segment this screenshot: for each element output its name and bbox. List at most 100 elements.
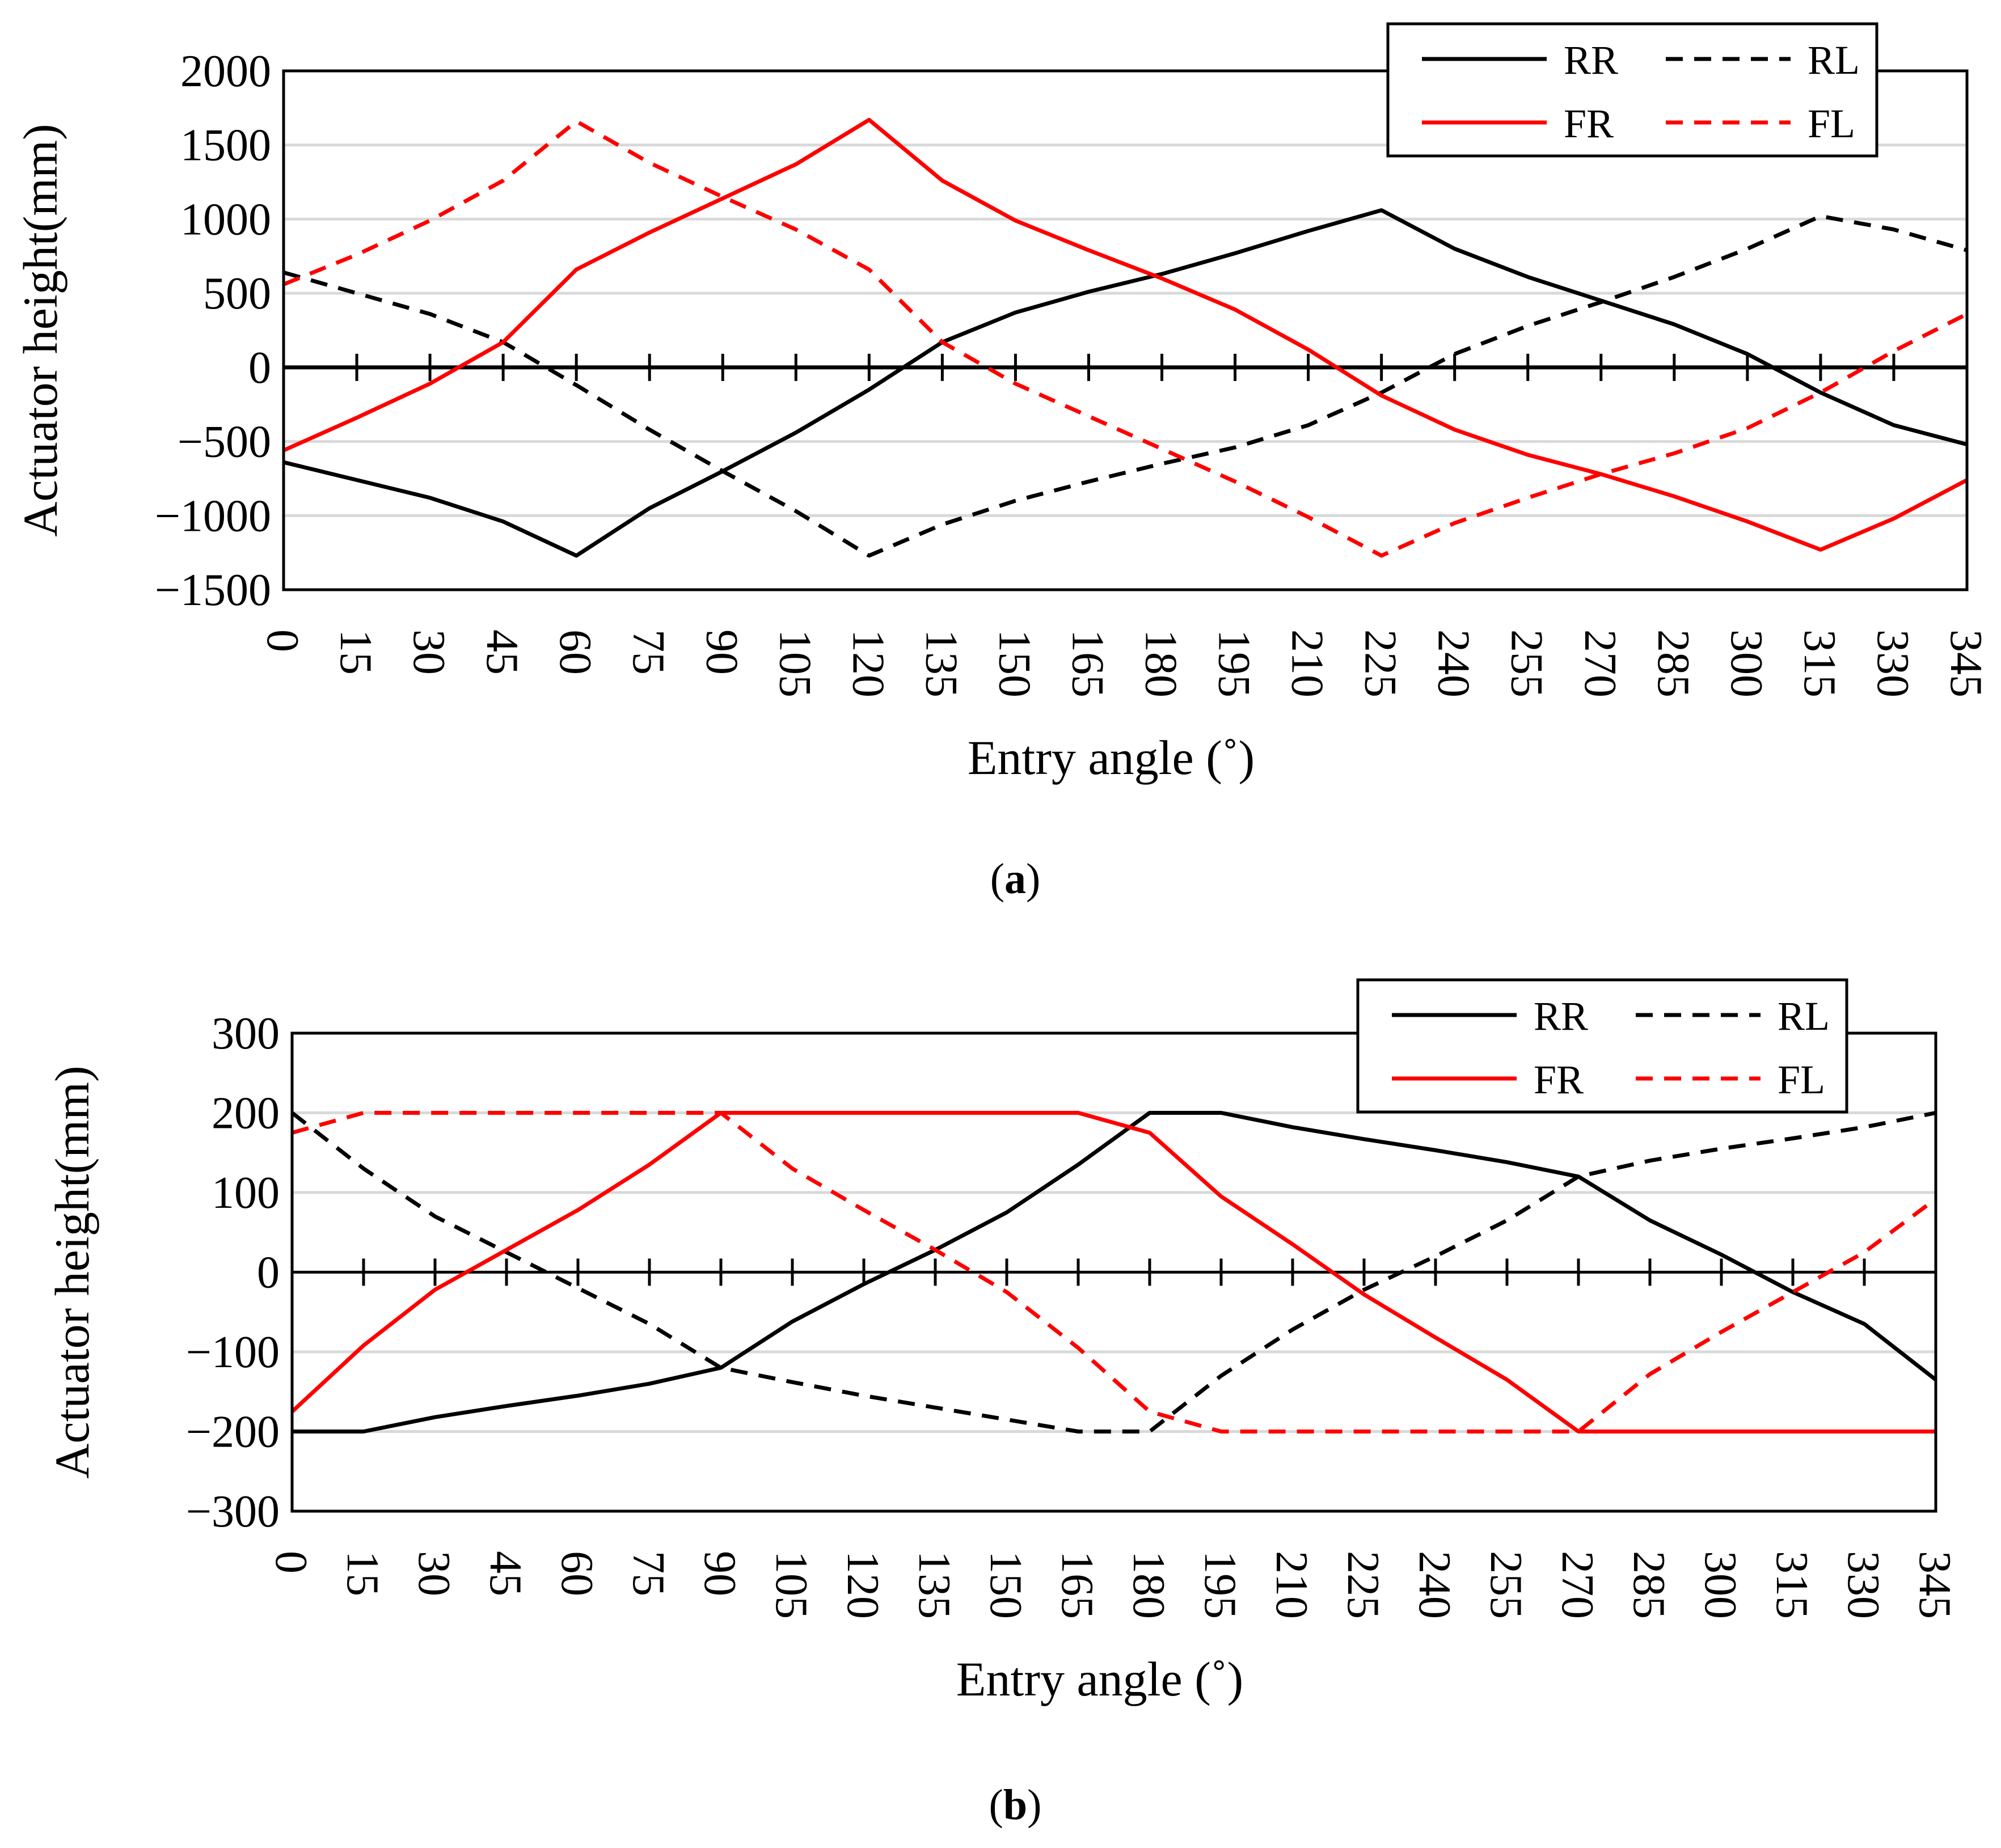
x-tick-label: 120	[838, 1551, 888, 1619]
legend-label-fr: FR	[1534, 1057, 1584, 1102]
legend-label-rl: RL	[1778, 993, 1830, 1039]
x-tick-label: 210	[1282, 629, 1332, 697]
y-tick-label: −1500	[155, 565, 271, 615]
x-tick-label: 195	[1195, 1551, 1245, 1619]
series-line-rl	[283, 214, 1968, 558]
y-tick-label: 200	[212, 1089, 280, 1139]
y-tick-label: 0	[257, 1248, 280, 1298]
legend-label-rl: RL	[1808, 37, 1860, 83]
y-tick-label: 300	[212, 1009, 280, 1059]
x-axis-title: Entry angle (˚)	[968, 730, 1255, 785]
x-tick-label: 90	[696, 629, 746, 675]
x-tick-label: 300	[1721, 629, 1771, 697]
y-tick-label: −300	[186, 1487, 280, 1537]
x-tick-label: 240	[1409, 1551, 1459, 1619]
x-tick-label: 75	[623, 1551, 673, 1596]
series-lines	[290, 1111, 1937, 1433]
legend-label-fl: FL	[1808, 101, 1855, 146]
legend-label-rr: RR	[1534, 993, 1588, 1039]
x-tick-label: 330	[1868, 629, 1918, 697]
x-tick-label: 180	[1136, 629, 1186, 697]
y-tick-label: 1500	[180, 121, 271, 171]
y-tick-labels: −1500 −1000 −500 0 500 1000 1500 2000	[155, 46, 271, 615]
chart-panel-b: −300 −200 −100 0 100 200 300 0 15 30 45 60 75 90 105 1…	[45, 978, 1960, 1829]
y-tick-label: 0	[248, 343, 271, 393]
x-tick-label: 315	[1795, 629, 1844, 697]
series-line-fl	[282, 119, 1968, 558]
y-tick-label: 1000	[180, 194, 271, 244]
x-tick-label: 195	[1209, 629, 1259, 697]
series-line-fr	[282, 117, 1968, 552]
x-tick-label: 345	[1941, 629, 1991, 697]
legend-box	[1356, 978, 1848, 1114]
series-line-rl	[290, 1111, 1936, 1433]
x-tick-label: 270	[1552, 1551, 1602, 1619]
x-tick-label: 255	[1502, 629, 1552, 697]
x-tick-label: 285	[1648, 629, 1698, 697]
plot-frame	[282, 69, 1969, 591]
x-tick-label: 0	[266, 1551, 316, 1574]
legend-box	[1386, 22, 1878, 158]
y-tick-labels: −300 −200 −100 0 100 200 300	[186, 1009, 280, 1537]
y-tick-label: −200	[186, 1407, 280, 1457]
y-axis-title: Actuator height(mm)	[13, 124, 67, 536]
legend-label-fr: FR	[1564, 101, 1614, 146]
panel-letter: a	[1004, 855, 1026, 903]
legend-label-rr: RR	[1564, 37, 1618, 83]
zero-axis	[282, 353, 1969, 381]
x-tick-label: 210	[1267, 1551, 1316, 1619]
series-line-rr	[283, 208, 1968, 558]
x-tick-label: 135	[909, 1551, 959, 1619]
x-tick-label: 270	[1575, 629, 1625, 697]
panel-letter: b	[1003, 1781, 1027, 1829]
legend: RR RL FR FL	[1386, 22, 1878, 158]
x-tick-label: 60	[552, 1551, 602, 1596]
x-tick-label: 150	[989, 629, 1039, 697]
x-tick-label: 165	[1062, 629, 1112, 697]
y-tick-label: 2000	[180, 46, 271, 96]
x-tick-label: 30	[404, 629, 454, 675]
legend: RR RL FR FL	[1356, 978, 1848, 1114]
x-tick-label: 105	[766, 1551, 816, 1619]
x-tick-label: 45	[477, 629, 527, 675]
x-tick-label: 225	[1338, 1551, 1388, 1619]
series-line-fr	[290, 1111, 1936, 1433]
series-line-rr	[292, 1111, 1937, 1433]
series-line-fl	[292, 1111, 1937, 1433]
x-tick-label: 240	[1429, 629, 1479, 697]
chart-panel-a: −1500 −1000 −500 0 500 1000 1500 2000 0 15 30 45 60…	[13, 22, 1991, 903]
y-tick-label: −100	[186, 1327, 280, 1377]
x-axis-title: Entry angle (˚)	[956, 1652, 1243, 1706]
plot-frame	[290, 1031, 1937, 1513]
x-tick-label: 60	[550, 629, 600, 675]
x-tick-label: 15	[337, 1551, 387, 1596]
zero-axis	[290, 1258, 1937, 1286]
gridlines	[284, 143, 1967, 517]
x-tick-label: 315	[1767, 1551, 1817, 1619]
y-axis-title: Actuator height(mm)	[45, 1065, 99, 1478]
legend-label-fl: FL	[1778, 1057, 1825, 1102]
panel-label: (a)	[990, 855, 1041, 903]
x-tick-labels: 0 15 30 45 60 75 90 105 120 135 150 165 180 195 210 225…	[266, 1551, 1960, 1619]
y-tick-label: 100	[212, 1168, 280, 1218]
x-tick-label: 285	[1624, 1551, 1674, 1619]
x-tick-label: 180	[1124, 1551, 1173, 1619]
x-tick-label: 330	[1838, 1551, 1888, 1619]
x-tick-label: 75	[623, 629, 673, 675]
x-tick-label: 0	[257, 629, 307, 652]
x-tick-label: 225	[1356, 629, 1405, 697]
y-tick-label: 500	[203, 269, 271, 319]
x-tick-label: 345	[1910, 1551, 1960, 1619]
x-tick-label: 90	[695, 1551, 745, 1596]
y-tick-label: −1000	[155, 491, 271, 541]
x-tick-label: 300	[1695, 1551, 1745, 1619]
series-lines	[282, 117, 1968, 558]
x-tick-label: 135	[916, 629, 966, 697]
x-tick-labels: 0 15 30 45 60 75 90 105 120 135 150 165 180 195 210 225…	[257, 629, 1991, 697]
x-tick-label: 120	[843, 629, 893, 697]
x-tick-label: 30	[409, 1551, 459, 1596]
x-tick-label: 105	[770, 629, 820, 697]
panel-label: (b)	[989, 1781, 1042, 1829]
x-tick-label: 150	[981, 1551, 1031, 1619]
